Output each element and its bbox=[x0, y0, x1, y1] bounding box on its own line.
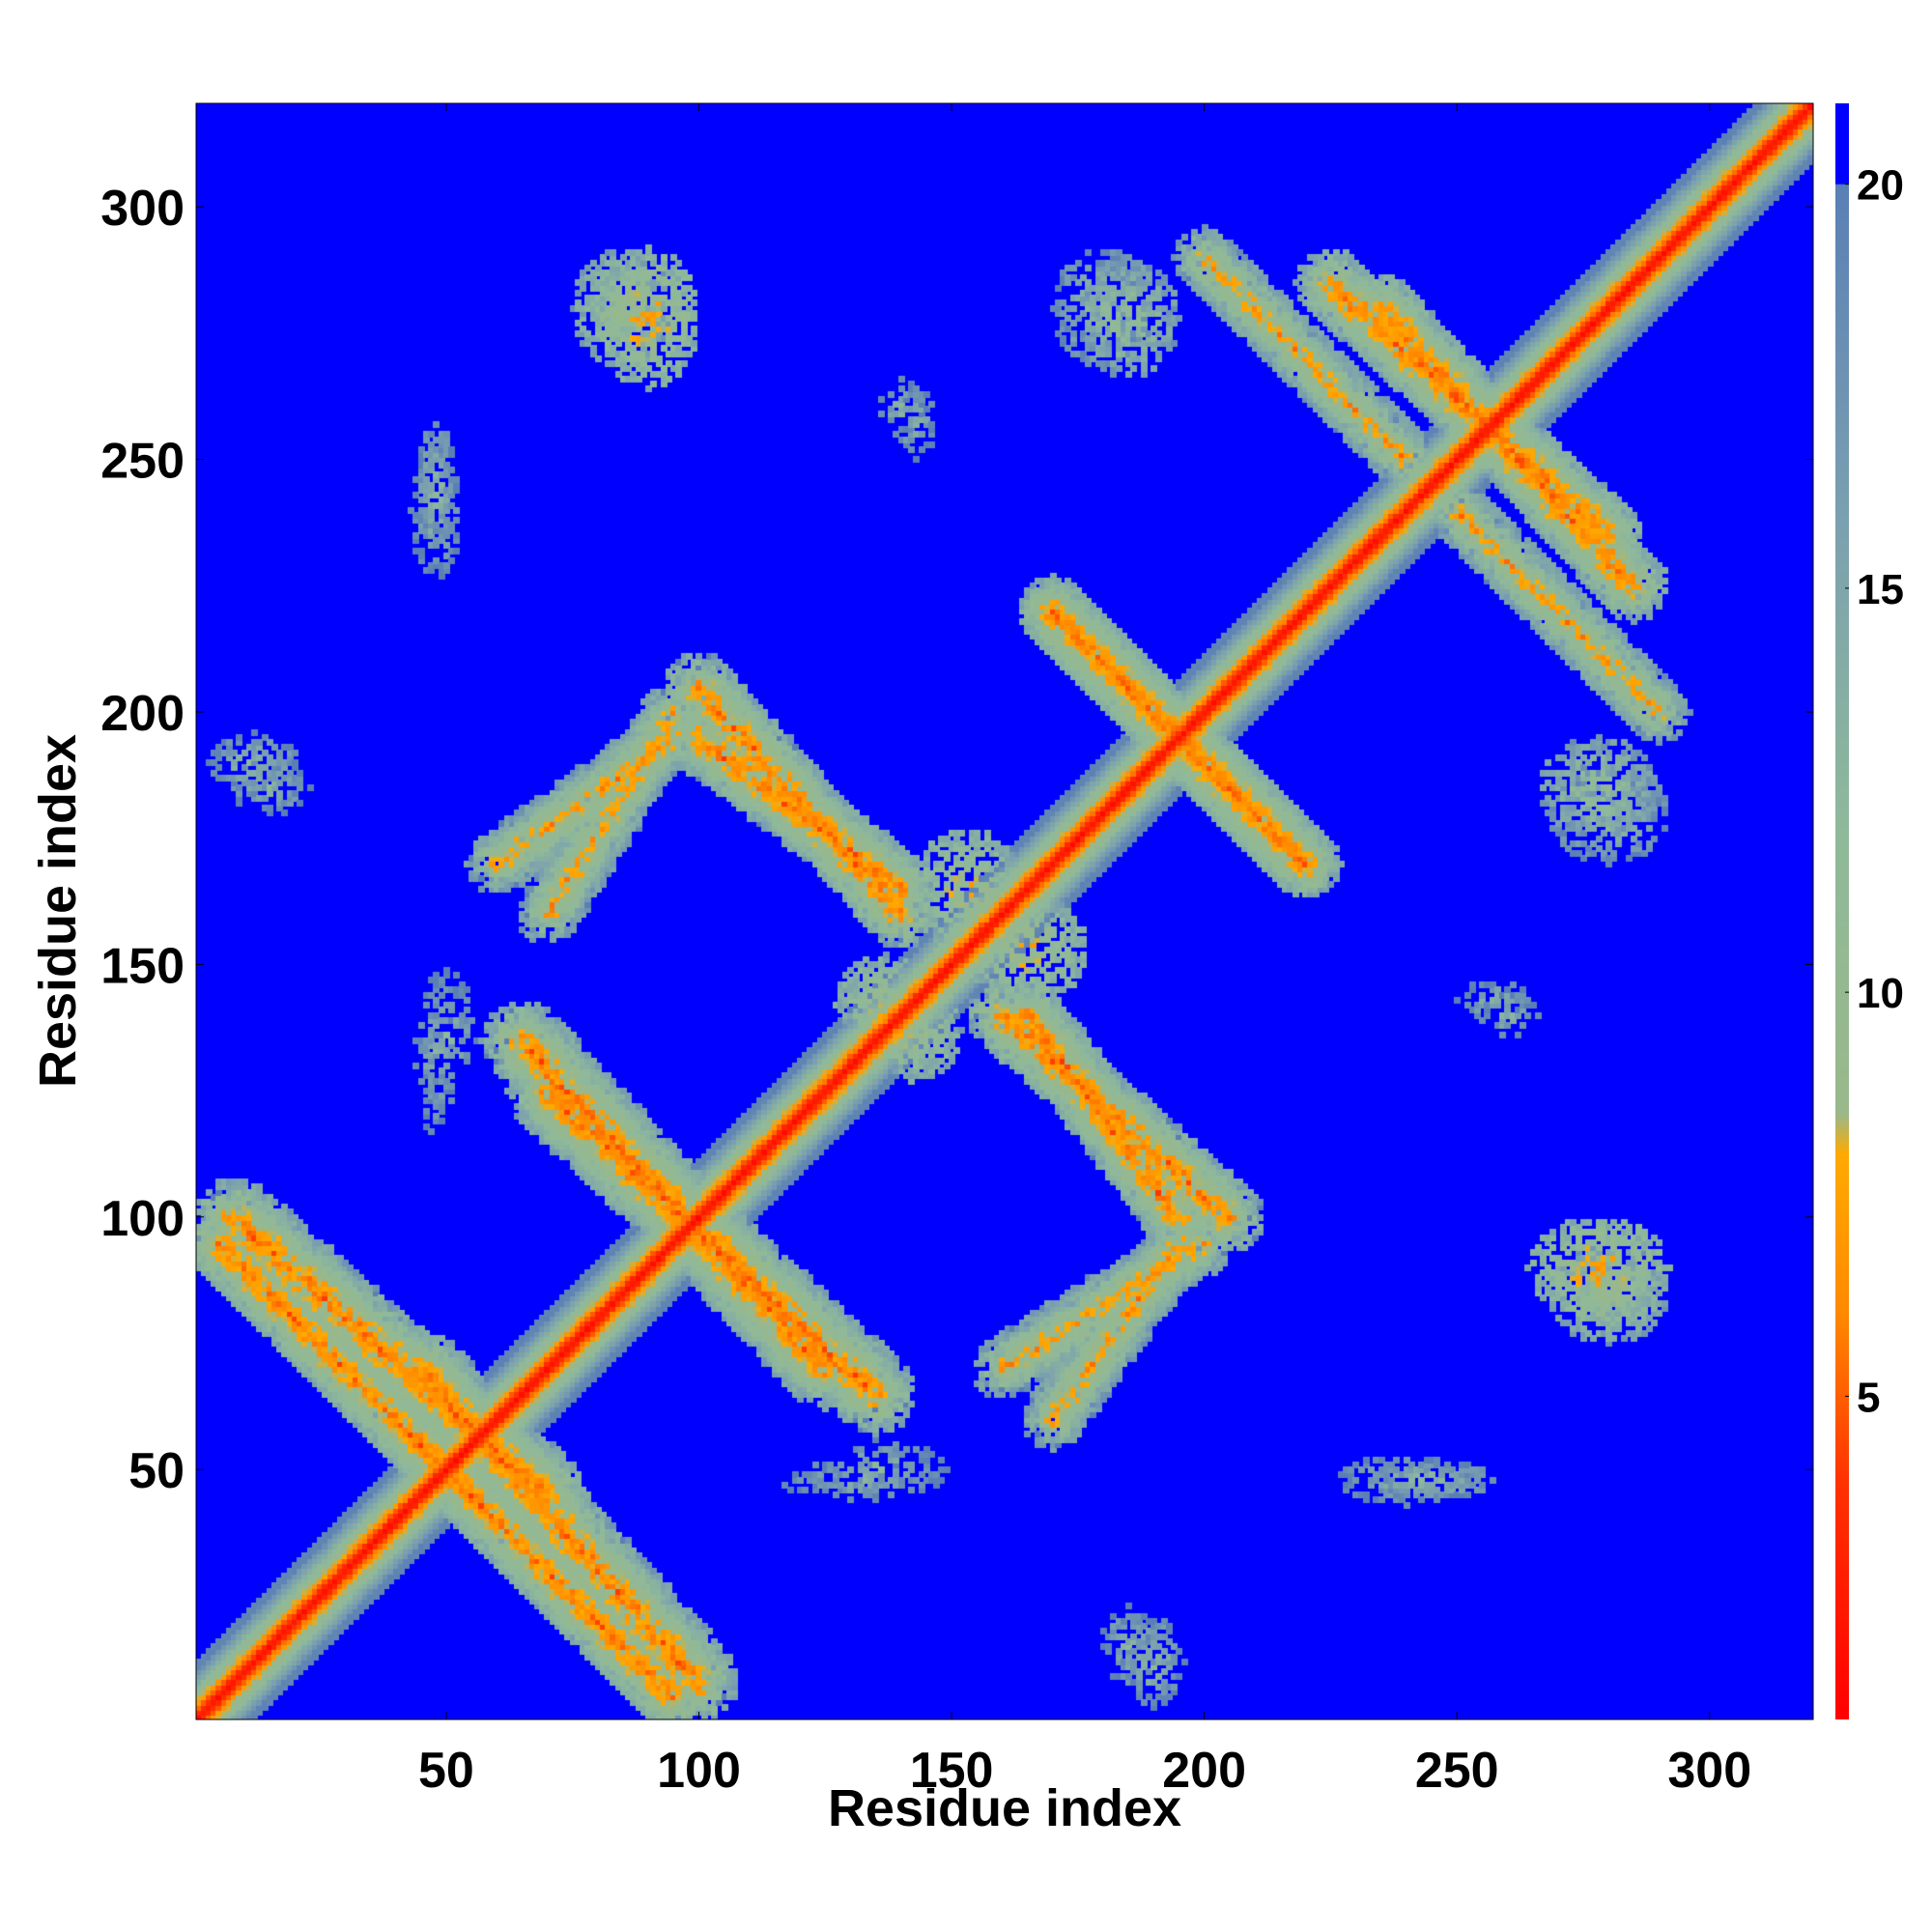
x-tick-label: 100 bbox=[657, 1743, 741, 1799]
y-tick-label: 100 bbox=[100, 1191, 185, 1247]
x-tick-label: 150 bbox=[910, 1743, 994, 1799]
y-tick-label: 50 bbox=[128, 1443, 185, 1499]
x-tick-label: 200 bbox=[1162, 1743, 1246, 1799]
colorbar-tick-label: 15 bbox=[1857, 566, 1904, 613]
colorbar-tick-label: 10 bbox=[1857, 970, 1904, 1017]
x-tick-label: 250 bbox=[1415, 1743, 1499, 1799]
y-axis-ticks: 50 100 150 200 250 300 bbox=[100, 181, 1813, 1499]
colorbar: 5 10 15 20 bbox=[1835, 103, 1904, 1719]
y-axis-title: Residue index bbox=[29, 734, 87, 1088]
colorbar-ticks: 5 10 15 20 bbox=[1845, 162, 1904, 1421]
heatmap-plot-area bbox=[195, 102, 1814, 1720]
y-tick-label: 250 bbox=[100, 434, 185, 490]
colorbar-canvas-holder bbox=[1835, 103, 1849, 1719]
colorbar-tick-label: 20 bbox=[1857, 162, 1904, 210]
heatmap-cells bbox=[196, 103, 1813, 1719]
x-axis-ticks: 50 100 150 200 250 300 bbox=[418, 103, 1751, 1799]
heatmap-canvas-holder bbox=[196, 103, 1813, 1719]
colorbar-tick-label: 5 bbox=[1857, 1374, 1880, 1421]
y-tick-label: 300 bbox=[100, 181, 185, 237]
y-tick-label: 150 bbox=[100, 938, 185, 994]
plot-frame bbox=[195, 102, 1814, 1720]
x-axis-title: Residue index bbox=[828, 1779, 1181, 1837]
x-tick-label: 300 bbox=[1667, 1743, 1751, 1799]
x-tick-label: 50 bbox=[418, 1743, 474, 1799]
y-tick-label: 200 bbox=[100, 686, 185, 742]
colorbar-gradient bbox=[1835, 103, 1849, 1719]
